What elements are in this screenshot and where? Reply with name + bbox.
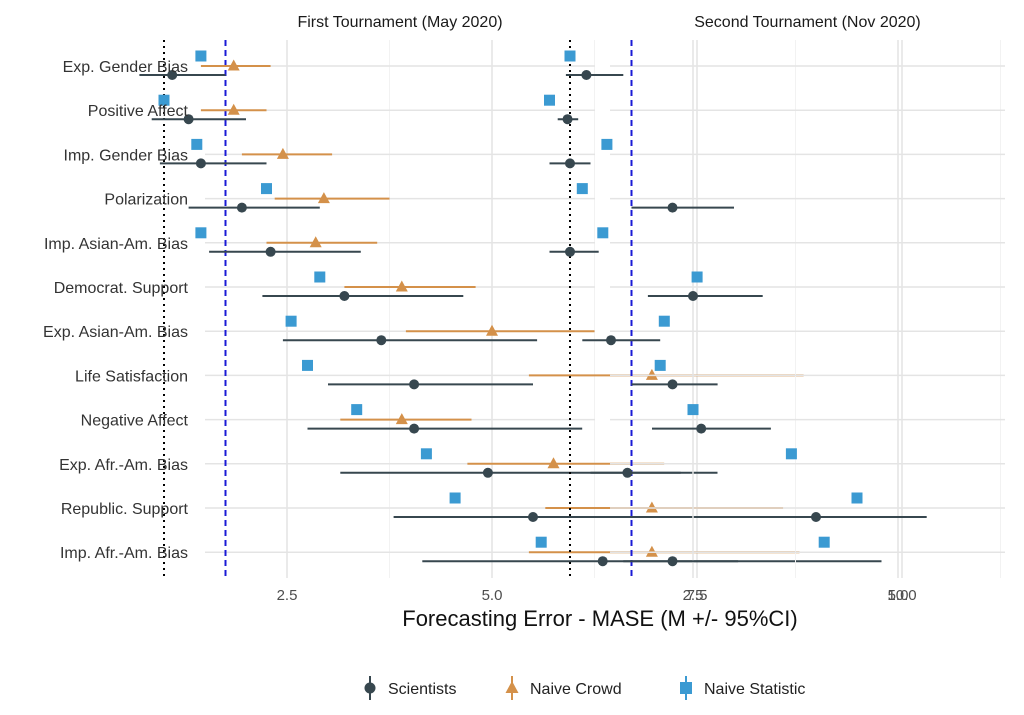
legend-label: Naive Statistic: [704, 681, 805, 698]
point-naive-statistic: [302, 359, 313, 371]
point-naive-statistic: [576, 183, 588, 195]
point-scientists: [562, 114, 573, 125]
x-tick-label: 2.5: [277, 587, 298, 604]
facet-panel-1: 2.5 5.0 7.5 10.0 First Tournament (May 2020): [139, 14, 917, 604]
facet-panel-2: 2.5 5.0 7.5 10.0 Second Tournament (Nov 2020…: [544, 14, 1005, 604]
point-scientists: [565, 246, 575, 257]
point-scientists: [696, 423, 707, 434]
point-naive-crowd: [645, 368, 658, 380]
category-label: Negative Affect: [81, 413, 189, 430]
point-scientists: [606, 335, 616, 346]
legend-item: Scientists: [364, 676, 456, 700]
legend-item: Naive Statistic: [680, 676, 805, 700]
point-naive-statistic: [285, 315, 297, 327]
point-naive-statistic: [195, 227, 207, 239]
legend-key-triangle: [505, 681, 519, 693]
point-naive-crowd: [276, 147, 289, 159]
point-naive-statistic: [785, 448, 797, 460]
point-scientists: [195, 158, 206, 169]
x-tick-label: 5.0: [888, 587, 909, 604]
point-naive-statistic: [597, 227, 609, 239]
category-label: Life Satisfaction: [75, 368, 188, 385]
point-naive-statistic: [261, 183, 272, 195]
point-naive-crowd: [395, 413, 408, 425]
facet-title: First Tournament (May 2020): [297, 14, 502, 31]
category-label: Imp. Afr.-Am. Bias: [60, 545, 188, 562]
category-label: Exp. Afr.-Am. Bias: [59, 457, 188, 474]
x-tick-label: 5.0: [482, 587, 503, 604]
category-label: Democrat. Support: [54, 280, 189, 297]
category-label: Exp. Gender Bias: [63, 59, 188, 76]
legend-label: Naive Crowd: [530, 681, 622, 698]
x-axis-title: Forecasting Error - MASE (M +/- 95%CI): [402, 606, 797, 631]
point-scientists: [482, 467, 493, 478]
x-tick-label: 2.5: [683, 587, 704, 604]
point-naive-statistic: [687, 404, 699, 416]
point-scientists: [811, 512, 821, 522]
facet-panels: 2.5 5.0 7.5 10.0 First Tournament (May 2020)…: [139, 14, 1005, 604]
point-scientists: [565, 158, 575, 169]
point-naive-statistic: [818, 536, 830, 548]
point-scientists: [265, 246, 276, 257]
facet-title: Second Tournament (Nov 2020): [694, 14, 921, 31]
point-scientists: [688, 291, 698, 301]
point-naive-statistic: [851, 492, 863, 504]
point-naive-statistic: [420, 448, 432, 460]
category-label: Exp. Asian-Am. Bias: [43, 324, 188, 341]
legend-key-square: [680, 682, 692, 694]
point-naive-crowd: [317, 192, 330, 204]
category-label: Positive Affect: [88, 103, 189, 120]
point-scientists: [183, 114, 194, 125]
category-label: Imp. Gender Bias: [64, 147, 189, 164]
category-label: Imp. Asian-Am. Bias: [44, 236, 188, 253]
point-naive-statistic: [535, 536, 547, 548]
point-naive-statistic: [158, 94, 170, 106]
point-naive-statistic: [449, 492, 461, 504]
point-naive-statistic: [654, 359, 666, 371]
point-scientists: [667, 379, 678, 390]
point-scientists: [667, 202, 678, 213]
point-scientists: [597, 556, 608, 567]
point-naive-statistic: [195, 50, 207, 62]
point-scientists: [409, 423, 420, 434]
point-scientists: [622, 467, 633, 478]
point-naive-statistic: [544, 94, 555, 106]
point-naive-crowd: [227, 103, 240, 115]
point-scientists: [528, 512, 538, 522]
legend-key-circle: [364, 682, 376, 694]
point-scientists: [376, 335, 387, 346]
point-naive-statistic: [191, 138, 203, 150]
x-tick-label: 10.0: [887, 587, 916, 604]
point-naive-crowd: [645, 545, 658, 557]
point-scientists: [167, 70, 178, 80]
point-naive-statistic: [601, 138, 613, 150]
point-naive-crowd: [486, 324, 498, 336]
point-scientists: [581, 70, 592, 80]
x-tick-label: 7.5: [687, 587, 708, 604]
point-scientists: [409, 379, 420, 390]
point-scientists: [667, 556, 678, 567]
point-naive-statistic: [564, 50, 576, 62]
point-naive-crowd: [395, 280, 408, 292]
point-naive-statistic: [658, 315, 670, 327]
category-label: Republic. Support: [61, 501, 189, 518]
legend-item: Naive Crowd: [505, 676, 622, 700]
point-naive-crowd: [547, 457, 560, 469]
point-naive-statistic: [351, 404, 363, 416]
legend: Scientists Naive Crowd Naive Statistic: [364, 676, 805, 700]
point-naive-crowd: [227, 59, 240, 71]
point-scientists: [339, 291, 350, 301]
point-naive-statistic: [691, 271, 703, 283]
point-naive-crowd: [309, 236, 322, 248]
point-scientists: [236, 202, 247, 213]
category-labels: Exp. Gender Bias Positive Affect Imp. Gend…: [43, 59, 189, 562]
legend-label: Scientists: [388, 681, 456, 698]
category-label: Polarization: [104, 192, 188, 209]
point-naive-statistic: [314, 271, 326, 283]
point-naive-crowd: [645, 501, 658, 513]
